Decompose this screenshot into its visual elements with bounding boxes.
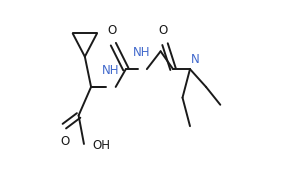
Text: O: O: [159, 24, 168, 37]
Text: N: N: [191, 53, 200, 66]
Text: O: O: [107, 24, 116, 37]
Text: OH: OH: [92, 139, 110, 152]
Text: NH: NH: [133, 46, 150, 59]
Text: O: O: [60, 135, 69, 148]
Text: NH: NH: [102, 64, 119, 77]
